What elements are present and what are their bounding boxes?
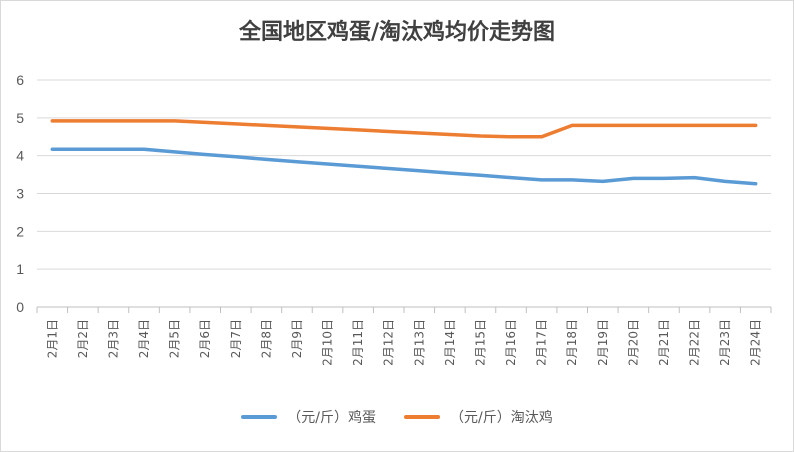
x-tick-label: 2月18日 — [565, 319, 579, 366]
x-tick-label: 2月1日 — [45, 319, 59, 358]
x-tick-label: 2月3日 — [106, 319, 120, 358]
x-tick-label: 2月17日 — [535, 319, 549, 366]
y-tick-label: 2 — [16, 223, 24, 239]
x-tick-label: 2月8日 — [259, 319, 273, 358]
x-tick-label: 2月5日 — [168, 319, 182, 358]
x-tick-label: 2月13日 — [412, 319, 426, 366]
legend-label-eggs: （元/斤）鸡蛋 — [287, 410, 376, 426]
x-tick-label: 2月11日 — [351, 319, 365, 366]
chart-title: 全国地区鸡蛋/淘汰鸡均价走势图 — [238, 20, 556, 45]
y-tick-label: 1 — [16, 261, 24, 277]
x-tick-label: 2月20日 — [626, 319, 640, 366]
series-line-hens — [50, 119, 758, 139]
gridlines — [37, 79, 771, 308]
legend-swatch-hens — [404, 415, 440, 419]
x-tick-label: 2月16日 — [504, 319, 518, 366]
x-tick-label: 2月24日 — [749, 319, 763, 366]
x-tick-label: 2月23日 — [718, 319, 732, 366]
legend-label-hens: （元/斤）淘汰鸡 — [450, 410, 553, 426]
x-axis-ticks: 2月1日 2月2日 2月3日 2月4日 2月5日 2月6日 2月7日 2月8日 2月9日 2月10… — [36, 307, 772, 366]
x-tick-label: 2月6日 — [198, 319, 212, 358]
y-tick-label: 3 — [16, 186, 24, 202]
y-tick-label: 0 — [16, 299, 24, 315]
series-line-eggs — [50, 147, 758, 186]
y-axis-ticks: 0 1 2 3 4 5 6 — [16, 72, 24, 315]
y-tick-label: 5 — [16, 110, 24, 126]
x-tick-label: 2月7日 — [229, 319, 243, 358]
x-tick-label: 2月2日 — [76, 319, 90, 358]
legend-swatch-eggs — [241, 415, 278, 419]
x-tick-label: 2月10日 — [321, 319, 335, 366]
x-tick-label: 2月19日 — [596, 319, 610, 366]
legend: （元/斤）鸡蛋 （元/斤）淘汰鸡 — [0, 407, 794, 427]
y-tick-label: 4 — [16, 148, 24, 164]
x-tick-label: 2月22日 — [688, 319, 702, 366]
x-tick-label: 2月21日 — [657, 319, 671, 366]
legend-item-hens: （元/斤）淘汰鸡 — [404, 407, 553, 427]
x-tick-label: 2月12日 — [382, 319, 396, 366]
series-lines — [50, 119, 758, 186]
x-tick-label: 2月4日 — [137, 319, 151, 358]
x-tick-label: 2月9日 — [290, 319, 304, 358]
x-tick-label: 2月15日 — [473, 319, 487, 366]
x-tick-label: 2月14日 — [443, 319, 457, 366]
y-tick-label: 6 — [16, 72, 24, 88]
legend-item-eggs: （元/斤）鸡蛋 — [241, 407, 376, 427]
